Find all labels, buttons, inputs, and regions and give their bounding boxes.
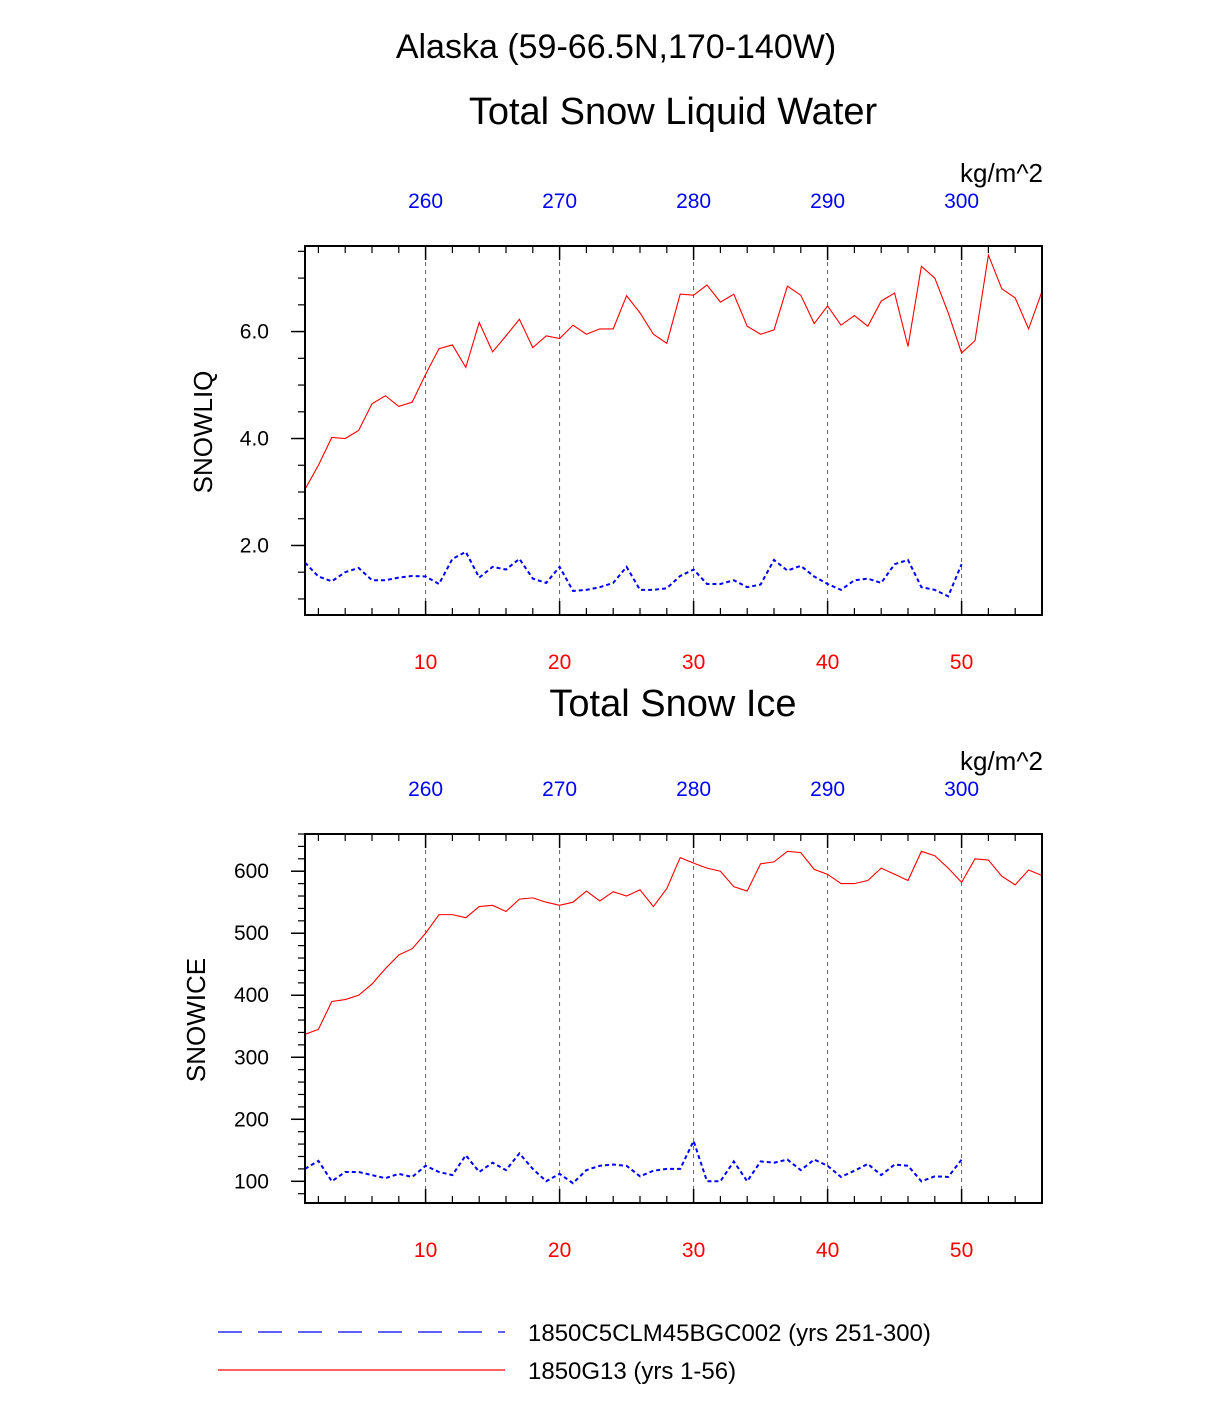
- snowliq-y-tick-label: 2.0: [240, 534, 269, 557]
- legend: 1850C5CLM45BGC002 (yrs 251-300) 1850G13 …: [218, 1320, 931, 1385]
- snowliq-series-1850c5clm45bgc002: [304, 550, 963, 598]
- snowice-top-tick-label: 260: [408, 778, 443, 801]
- snowice-y-tick-label: 600: [234, 860, 269, 883]
- snowice-y-tick-label: 300: [234, 1046, 269, 1069]
- snowliq-x-tick-label: 30: [682, 651, 705, 674]
- snowice-series-1850c5clm45bgc002: [304, 1138, 963, 1185]
- snowice-x-tick-label: 10: [414, 1239, 437, 1262]
- snowliq-top-tick-label: 270: [542, 190, 577, 213]
- snowliq-y-tick-label: 6.0: [240, 321, 269, 344]
- snowice-y-tick-label: 200: [234, 1108, 269, 1131]
- legend-label-1850c5clm45bgc002: 1850C5CLM45BGC002 (yrs 251-300): [528, 1320, 931, 1347]
- snowliq-x-tick-label: 50: [950, 651, 973, 674]
- snowice-x-tick-label: 20: [548, 1239, 571, 1262]
- snowliq-top-tick-label: 260: [408, 190, 443, 213]
- snowice-x-tick-label: 30: [682, 1239, 705, 1262]
- snowliq-x-tick-label: 40: [816, 651, 839, 674]
- snowice-y-tick-label: 500: [234, 922, 269, 945]
- snowice-units: kg/m^2: [960, 746, 1043, 776]
- snowice-series-1850g13: [304, 850, 1043, 1035]
- snowliq-y-axis-label: SNOWLIQ: [188, 371, 218, 494]
- snowliq-units: kg/m^2: [960, 158, 1043, 188]
- snowliq-top-tick-label: 280: [676, 190, 711, 213]
- snowice-x-tick-label: 50: [950, 1239, 973, 1262]
- legend-label-1850g13: 1850G13 (yrs 1-56): [528, 1358, 736, 1385]
- snowliq-plot-frame: [304, 245, 1043, 616]
- snowice-top-tick-label: 300: [944, 778, 979, 801]
- snowliq-x-tick-label: 20: [548, 651, 571, 674]
- snowliq-top-tick-label: 290: [810, 190, 845, 213]
- snowliq-panel: Total Snow Liquid Water kg/m^2 SNOWLIQ 1…: [188, 91, 1043, 674]
- snowice-x-tick-label: 40: [816, 1239, 839, 1262]
- snowice-y-tick-label: 100: [234, 1170, 269, 1193]
- snowliq-series-1850g13: [304, 253, 1043, 490]
- snowliq-title: Total Snow Liquid Water: [469, 91, 878, 133]
- snowice-title: Total Snow Ice: [549, 683, 796, 725]
- snowice-plot-frame: [304, 833, 1043, 1204]
- snowice-y-axis-label: SNOWICE: [181, 958, 211, 1082]
- snowice-top-tick-label: 270: [542, 778, 577, 801]
- snowice-top-tick-label: 280: [676, 778, 711, 801]
- snowliq-x-tick-label: 10: [414, 651, 437, 674]
- snowice-y-tick-label: 400: [234, 984, 269, 1007]
- snowliq-y-tick-label: 4.0: [240, 428, 269, 451]
- snowice-top-tick-label: 290: [810, 778, 845, 801]
- snowliq-top-tick-label: 300: [944, 190, 979, 213]
- figure-suptitle: Alaska (59-66.5N,170-140W): [396, 28, 836, 66]
- snowice-panel: Total Snow Ice kg/m^2 SNOWICE 10 260 20 270…: [181, 683, 1043, 1262]
